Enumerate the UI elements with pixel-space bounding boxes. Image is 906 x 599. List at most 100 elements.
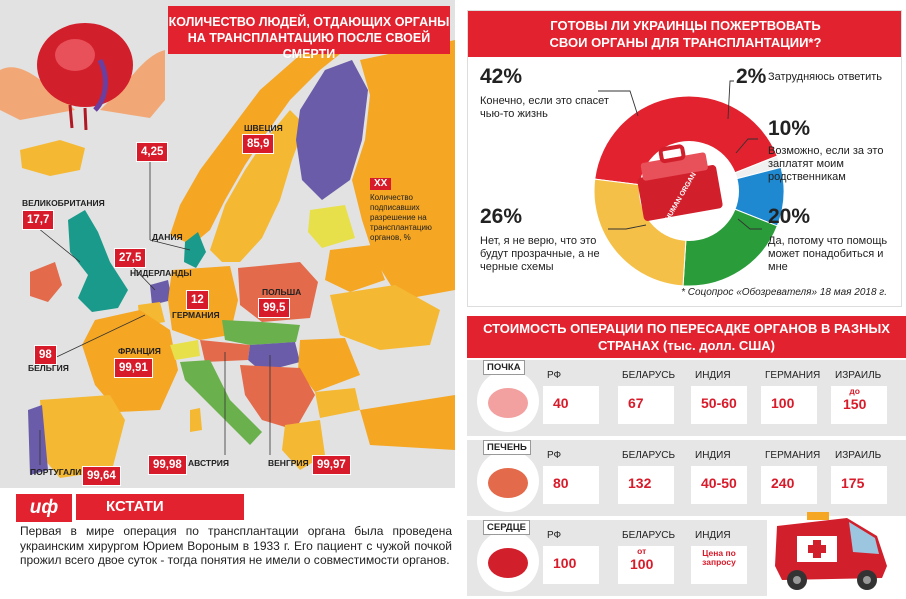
cost-value-prefix: до	[849, 386, 860, 396]
cost-value: 100	[771, 395, 795, 411]
value-portugal: 99,64	[82, 466, 121, 486]
legend-text: Количество подписавших разрешение на тра…	[370, 193, 432, 242]
ukraine-shape	[330, 285, 440, 350]
bulgaria-shape	[315, 388, 360, 418]
ireland-shape	[30, 262, 62, 302]
cost-value: 100	[553, 555, 577, 571]
hands-kidney-illustration	[0, 23, 165, 130]
poll-title: ГОТОВЫ ЛИ УКРАИНЦЫ ПОЖЕРТВОВАТЬ СВОИ ОРГ…	[468, 11, 901, 57]
cost-value: 40-50	[701, 475, 737, 491]
value-hungary: 99,97	[312, 455, 351, 475]
portugal-shape	[28, 405, 48, 475]
cost-value-box	[618, 546, 674, 584]
cost-country: ИЗРАИЛЬ	[835, 450, 882, 461]
cost-value: 67	[628, 395, 644, 411]
cost-value: 50-60	[701, 395, 737, 411]
baltics-shape	[308, 205, 355, 248]
label-poland: ПОЛЬША	[262, 287, 302, 297]
finland-shape	[296, 60, 368, 200]
hungary-shape	[248, 342, 300, 372]
value-belgium: 98	[34, 345, 57, 365]
cost-value: 132	[628, 475, 652, 491]
text-2: Затрудняюсь ответить	[768, 71, 883, 83]
uk-shape	[68, 210, 128, 312]
cost-country: РФ	[547, 370, 562, 381]
cost-value: 240	[771, 475, 795, 491]
cost-value-box	[543, 466, 599, 504]
cost-country: РФ	[547, 530, 562, 541]
text-42: Конечно, если это спасет чью-то жизнь	[480, 95, 609, 120]
cost-country: ГЕРМАНИЯ	[765, 370, 821, 381]
cost-value: 80	[553, 475, 569, 491]
cost-country: ИНДИЯ	[695, 370, 731, 381]
turkey-shape	[360, 395, 455, 450]
cost-title: СТОИМОСТЬ ОПЕРАЦИИ ПО ПЕРЕСАДКЕ ОРГАНОВ …	[467, 316, 906, 358]
organ-icon	[477, 370, 539, 432]
italy-shape	[180, 360, 262, 445]
text-20: Да, потому что помощь может понадобиться…	[768, 235, 888, 273]
leader-42	[598, 90, 639, 117]
organ-icon	[477, 450, 539, 512]
label-france: ФРАНЦИЯ	[118, 346, 161, 356]
label-belgium: БЕЛЬГИЯ	[28, 363, 69, 373]
leader-26	[608, 224, 647, 230]
cost-value-box	[691, 546, 747, 584]
organ-box-icon: HUMAN ORGAN	[637, 144, 723, 222]
organ-icon	[477, 530, 539, 592]
switzerland-shape	[170, 340, 200, 360]
kstati-title: КСТАТИ	[76, 494, 244, 520]
text-26: Нет, я не верю, что это будут прозрачные…	[480, 235, 600, 273]
label-uk: ВЕЛИКОБРИТАНИЯ	[22, 198, 105, 208]
poll-panel: HUMAN ORGAN ГОТОВЫ ЛИ УКРАИНЦЫ ПОЖЕРТВОВ…	[467, 10, 902, 307]
organ-label: СЕРДЦЕ	[483, 520, 530, 535]
denmark-shape	[184, 232, 206, 268]
corsica-shape	[190, 408, 202, 432]
romania-shape	[298, 338, 360, 392]
uk-leader	[37, 227, 81, 263]
cost-value-box	[543, 386, 599, 424]
value-denmark: 4,25	[136, 142, 169, 162]
cost-value: до 150	[843, 386, 867, 413]
czech-shape	[222, 320, 300, 345]
cost-value-box	[831, 466, 887, 504]
pct-2: 2%	[736, 65, 767, 88]
cost-country: БЕЛАРУСЬ	[622, 530, 676, 541]
austria-shape	[200, 340, 250, 362]
label-sweden: ШВЕЦИЯ	[244, 123, 283, 133]
europe-map-panel: КОЛИЧЕСТВО ЛЮДЕЙ, ОТДАЮЩИХ ОРГАНЫ НА ТРА…	[0, 0, 455, 488]
value-germany: 12	[186, 290, 209, 310]
cost-value: от 100	[630, 546, 654, 573]
pie-chart: HUMAN ORGAN	[593, 80, 785, 287]
cost-value: Цена по запросу	[702, 548, 736, 567]
cost-value-box	[543, 546, 599, 584]
label-netherlands: НИДЕРЛАНДЫ	[130, 268, 192, 278]
sweden-shape	[210, 110, 305, 262]
leader-20	[737, 218, 762, 230]
text-10: Возможно, если за это заплатят моим родс…	[768, 145, 884, 183]
label-germany: ГЕРМАНИЯ	[172, 310, 220, 320]
cost-row-1: ПЕЧЕНЬ РФ 80 БЕЛАРУСЬ 132 ИНДИЯ 40-50 ГЕРМАНИЯ 2…	[467, 440, 906, 516]
cost-country: БЕЛАРУСЬ	[622, 370, 676, 381]
organ-label: ПЕЧЕНЬ	[483, 440, 531, 455]
poll-source: * Соцопрос «Обозревателя» 18 мая 2018 г.	[681, 287, 887, 298]
value-uk: 17,7	[22, 210, 55, 230]
cost-country: БЕЛАРУСЬ	[622, 450, 676, 461]
pct-42: 42%	[480, 65, 523, 88]
balkans-shape	[240, 365, 315, 430]
cost-country: ИНДИЯ	[695, 450, 731, 461]
belgium-leader	[45, 314, 146, 363]
cost-value: 40	[553, 395, 569, 411]
kstati-block: иф КСТАТИ Первая в мире операция по тран…	[14, 494, 454, 594]
cost-country: ГЕРМАНИЯ	[765, 450, 821, 461]
map-legend: XX Количество подписавших разрешение на …	[370, 178, 450, 243]
cost-row-2: СЕРДЦЕ РФ 100 БЕЛАРУСЬ от 100 ИНДИЯ Цена по зап…	[467, 520, 767, 596]
label-portugal: ПОРТУГАЛИЯ	[30, 467, 88, 477]
cost-country: РФ	[547, 450, 562, 461]
belarus-shape	[325, 245, 385, 292]
cost-country: ИНДИЯ	[695, 530, 731, 541]
cost-value-box	[691, 386, 747, 424]
label-denmark: ДАНИЯ	[152, 232, 183, 242]
ambulance-illustration	[775, 512, 887, 590]
denmark-leader-h	[149, 239, 191, 251]
value-austria: 99,98	[148, 455, 187, 475]
